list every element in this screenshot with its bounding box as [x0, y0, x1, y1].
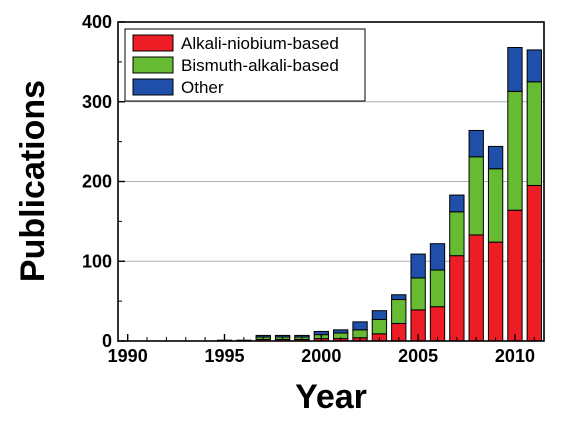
bar-2007-series-0	[449, 255, 465, 342]
bar-2010-series-1	[507, 90, 523, 211]
legend-swatch-1	[132, 56, 174, 74]
bar-2011-series-2	[526, 49, 542, 83]
bar-1998-series-2	[274, 334, 291, 338]
bar-2009-series-0	[487, 241, 504, 342]
x-tick-label-1990: 1990	[108, 346, 148, 366]
legend-swatch-2	[132, 78, 174, 96]
x-axis-title: Year	[295, 378, 367, 416]
bar-2008-series-0	[468, 234, 484, 342]
bar-2005-series-2	[410, 253, 426, 279]
bar-1999-series-2	[294, 334, 310, 338]
bar-2004-series-1	[391, 299, 407, 324]
x-tick-label-1995: 1995	[204, 346, 244, 366]
bar-2011-series-1	[526, 81, 542, 186]
axes: 1990 1995 2000 2005 2010 0 100 200 300 400	[82, 12, 545, 366]
x-tick-label-2010: 2010	[495, 346, 535, 366]
bar-2007-series-2	[449, 194, 465, 213]
legend-label-2: Other	[181, 78, 224, 97]
legend: Alkali-niobium-based Bismuth-alkali-based…	[124, 28, 366, 102]
bar-2009-series-1	[487, 168, 504, 243]
bar-2006-series-0	[429, 306, 446, 342]
bar-2010-series-2	[507, 47, 523, 92]
bar-2009-series-2	[487, 145, 504, 170]
bar-2011-series-0	[526, 184, 542, 342]
bar-2002-series-1	[352, 329, 368, 339]
bar-2006-series-1	[429, 269, 446, 308]
y-tick-label-100: 100	[82, 251, 112, 271]
bar-2001-series-2	[333, 329, 349, 334]
y-tick-label-200: 200	[82, 172, 112, 192]
bar-2005-series-1	[410, 277, 426, 311]
legend-swatch-0	[132, 34, 174, 52]
bar-2008-series-2	[468, 129, 484, 158]
y-tick-label-400: 400	[82, 12, 112, 32]
bar-2003-series-2	[371, 310, 388, 320]
x-tick-label-2005: 2005	[398, 346, 438, 366]
y-tick-label-0: 0	[102, 331, 112, 351]
bars	[216, 47, 542, 342]
bar-2008-series-1	[468, 156, 484, 236]
x-tick-label-2000: 2000	[301, 346, 341, 366]
bar-2003-series-1	[371, 318, 388, 335]
bar-2010-series-0	[507, 209, 523, 342]
bar-2004-series-2	[391, 294, 407, 301]
y-tick-label-300: 300	[82, 92, 112, 112]
y-axis-title: Publications	[14, 80, 52, 282]
legend-label-1: Bismuth-alkali-based	[181, 56, 339, 75]
bar-2002-series-2	[352, 321, 368, 331]
bar-1997-series-2	[255, 334, 271, 338]
bar-2006-series-2	[429, 243, 446, 271]
legend-label-0: Alkali-niobium-based	[181, 34, 339, 53]
bar-2007-series-1	[449, 211, 465, 257]
